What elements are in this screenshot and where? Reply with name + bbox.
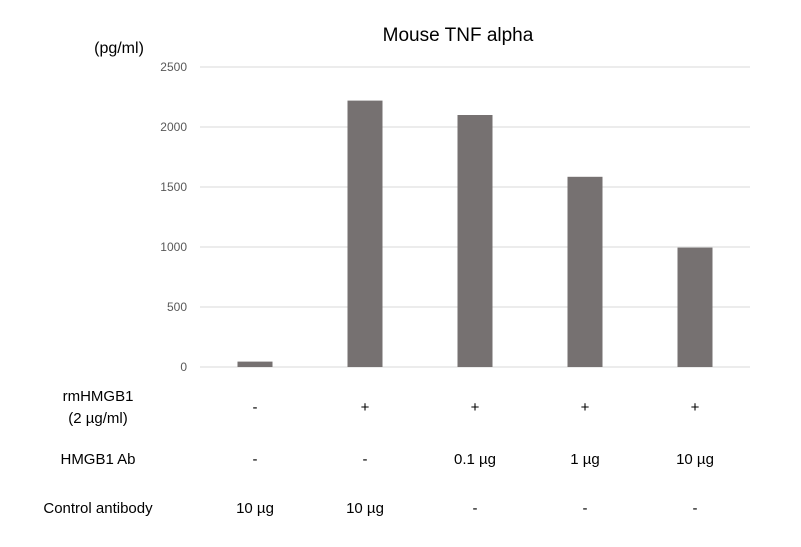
condition-cell: -: [473, 500, 478, 517]
condition-row-label: Control antibody: [43, 500, 153, 517]
condition-row-label: HMGB1 Ab: [60, 451, 135, 468]
condition-cell: 1 µg: [570, 451, 600, 468]
bar-1: [237, 361, 273, 367]
condition-cell: +: [471, 399, 480, 416]
condition-cell: -: [363, 451, 368, 468]
condition-cell: +: [581, 399, 590, 416]
condition-cell: -: [583, 500, 588, 517]
condition-cell: +: [361, 399, 370, 416]
condition-cell: 10 µg: [236, 500, 274, 517]
y-tick-label: 0: [180, 360, 187, 374]
bar-4: [567, 176, 603, 367]
condition-cell: 10 µg: [676, 451, 714, 468]
y-tick-label: 2000: [160, 120, 187, 134]
y-tick-label: 1500: [160, 180, 187, 194]
y-tick-labels: 0 500 1000 1500 2000 2500: [160, 60, 187, 374]
bar-3: [457, 115, 493, 367]
bars: [237, 100, 713, 367]
y-axis-unit-label: (pg/ml): [94, 40, 144, 57]
y-tick-label: 500: [167, 300, 187, 314]
condition-cell: -: [253, 399, 258, 416]
condition-cell: 0.1 µg: [454, 451, 496, 468]
condition-row-label: (2 µg/ml): [68, 410, 127, 427]
y-tick-label: 1000: [160, 240, 187, 254]
y-tick-label: 2500: [160, 60, 187, 74]
condition-cell: -: [693, 500, 698, 517]
bar-5: [677, 247, 713, 367]
condition-table: rmHMGB1 (2 µg/ml) - + + + + HMGB1 Ab - - 0.1 µg 1 µ…: [43, 388, 714, 517]
bar-2: [347, 100, 383, 367]
condition-cell: -: [253, 451, 258, 468]
condition-cell: +: [691, 399, 700, 416]
condition-cell: 10 µg: [346, 500, 384, 517]
chart-title: Mouse TNF alpha: [383, 25, 534, 46]
condition-row-label: rmHMGB1: [63, 388, 134, 405]
